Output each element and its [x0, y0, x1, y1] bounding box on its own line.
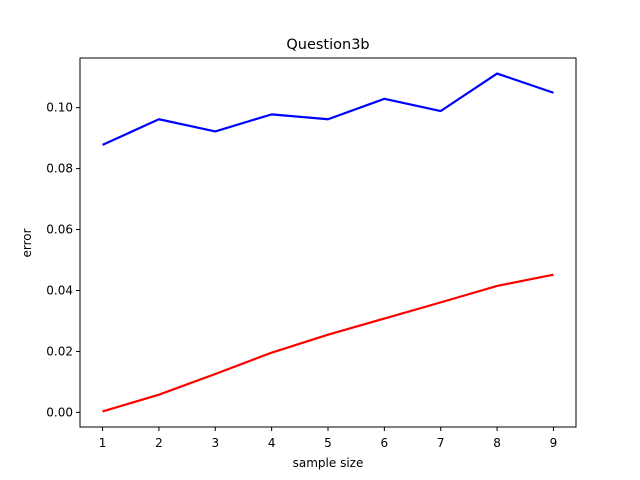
- series-line-1: [102, 72, 554, 146]
- x-tick-label: 6: [381, 436, 389, 450]
- series-line-2: [102, 273, 554, 413]
- chart-title: Question3b: [286, 37, 369, 53]
- x-tick-label: 2: [155, 436, 163, 450]
- y-tick-label: 0.06: [46, 223, 73, 237]
- y-tick-label: 0.08: [46, 162, 73, 176]
- x-tick-label: 3: [211, 436, 219, 450]
- y-tick-label: 0.10: [46, 101, 73, 115]
- x-axis-label: sample size: [293, 456, 364, 470]
- x-tick-label: 1: [99, 436, 107, 450]
- y-axis: 0.00 0.02 0.04 0.06 0.08 0.10: [46, 101, 80, 419]
- y-tick-label: 0.02: [46, 344, 73, 358]
- plot-frame: [79, 57, 577, 428]
- y-axis-label: error: [20, 228, 34, 257]
- x-tick-label: 8: [493, 436, 501, 450]
- x-axis: 1 2 3 4 5 6 7 8 9: [99, 427, 558, 450]
- series-layer: [102, 72, 554, 413]
- x-tick-label: 9: [550, 436, 558, 450]
- y-tick-label: 0.00: [46, 405, 73, 419]
- x-tick-label: 7: [437, 436, 445, 450]
- x-tick-label: 5: [324, 436, 332, 450]
- y-tick-label: 0.04: [46, 283, 73, 297]
- x-tick-label: 4: [268, 436, 276, 450]
